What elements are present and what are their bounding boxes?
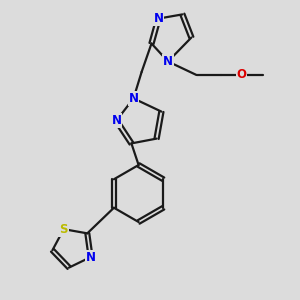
Text: N: N [111,114,122,127]
Text: N: N [85,250,96,264]
Text: N: N [153,12,164,25]
Text: O: O [236,68,247,82]
Text: S: S [59,223,68,236]
Text: N: N [163,55,173,68]
Text: N: N [128,92,139,105]
